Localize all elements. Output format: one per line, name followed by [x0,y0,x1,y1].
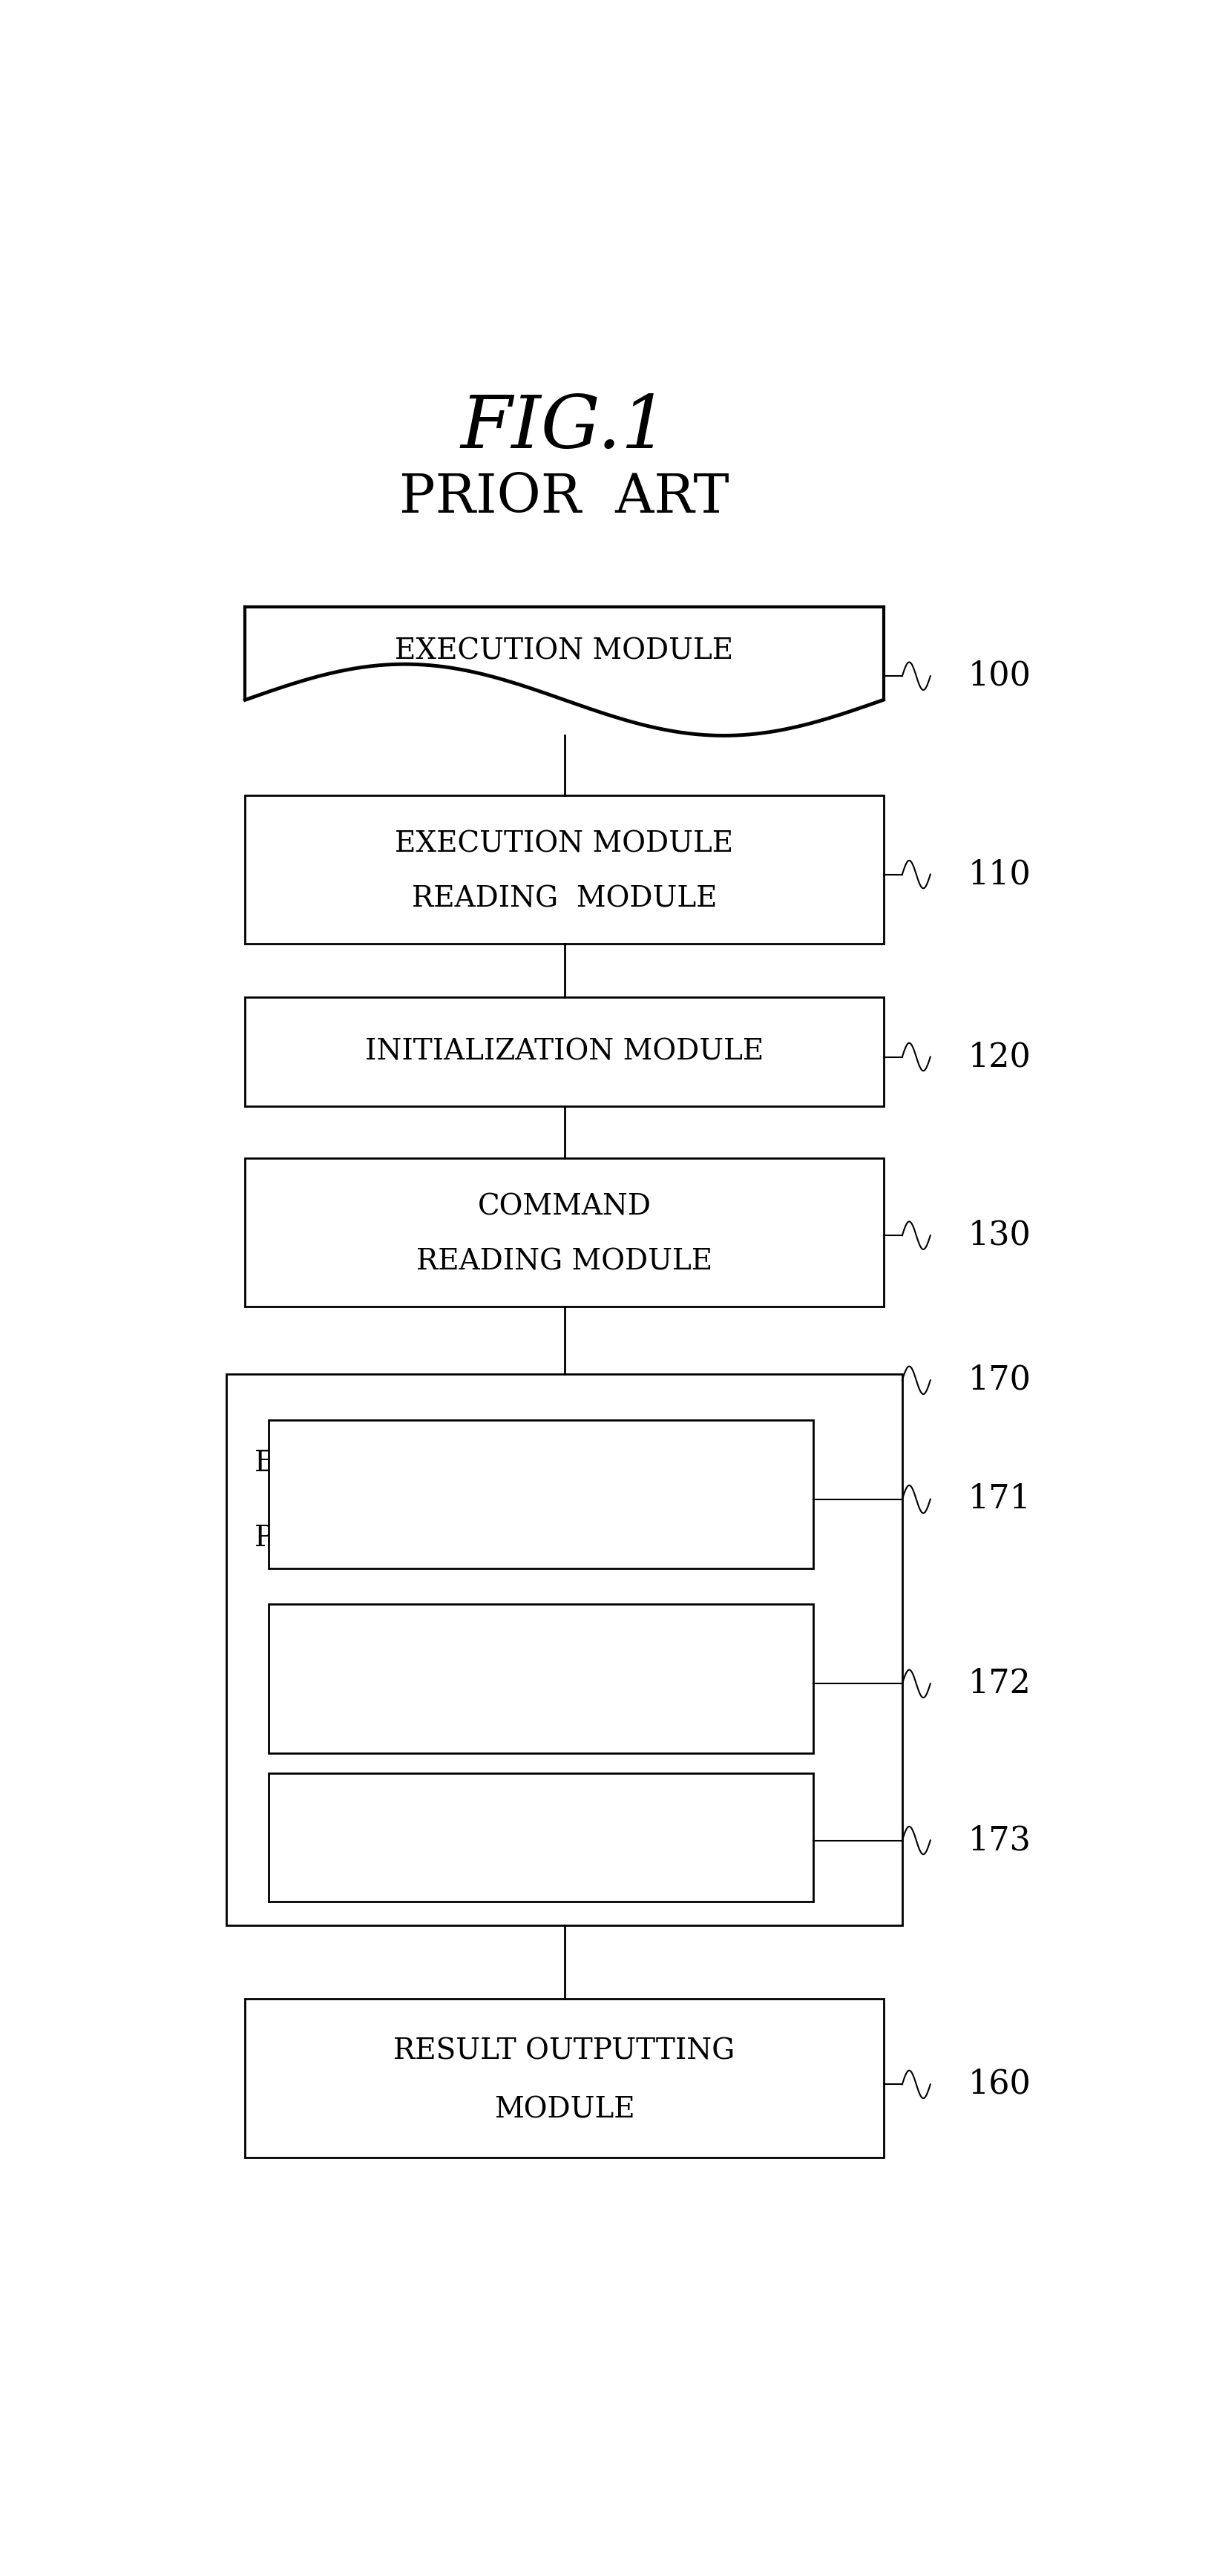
Bar [269,1772,813,1901]
Bar [245,1999,884,2159]
Text: 130: 130 [968,1218,1031,1252]
Text: 170: 170 [968,1365,1031,1396]
Bar [226,1373,902,1927]
Text: EXECUTION MODULE: EXECUTION MODULE [395,639,734,665]
Text: 160: 160 [968,2069,1031,2099]
Text: 110: 110 [968,858,1031,891]
Bar [269,1419,813,1569]
Bar [245,605,884,737]
Text: DECODE: DECODE [474,1455,608,1484]
Text: 172: 172 [968,1667,1031,1700]
Text: 171: 171 [968,1484,1031,1515]
Text: EXECUTION MODULE: EXECUTION MODULE [395,829,734,858]
Text: 100: 100 [968,659,1031,693]
Text: 173: 173 [968,1824,1031,1857]
Text: PROCESSING MODULE: PROCESSING MODULE [363,1510,719,1538]
Bar [245,796,884,943]
Text: PC UPDATING: PC UPDATING [434,1801,649,1829]
Bar [269,1605,813,1754]
Text: PROCESSING MODULE: PROCESSING MODULE [363,1850,719,1878]
Text: EXECUTION: EXECUTION [254,1450,443,1476]
Text: READING MODULE: READING MODULE [417,1249,712,1275]
Bar [245,1159,884,1306]
Text: EXECUTING  MODULE: EXECUTING MODULE [367,1695,714,1723]
Text: 120: 120 [968,1041,1031,1074]
Text: PRIOR  ART: PRIOR ART [400,471,729,523]
Text: FIG.1: FIG.1 [460,392,668,464]
Text: COMMAND: COMMAND [477,1193,652,1221]
Text: PROCESSING MODULE: PROCESSING MODULE [254,1525,610,1553]
Text: READING  MODULE: READING MODULE [412,886,717,912]
Text: INSTRUCTION: INSTRUCTION [429,1641,653,1667]
Text: MODULE: MODULE [494,2097,635,2123]
Text: RESULT OUTPUTTING: RESULT OUTPUTTING [394,2038,735,2066]
Bar [245,997,884,1108]
Text: INITIALIZATION MODULE: INITIALIZATION MODULE [365,1038,764,1066]
